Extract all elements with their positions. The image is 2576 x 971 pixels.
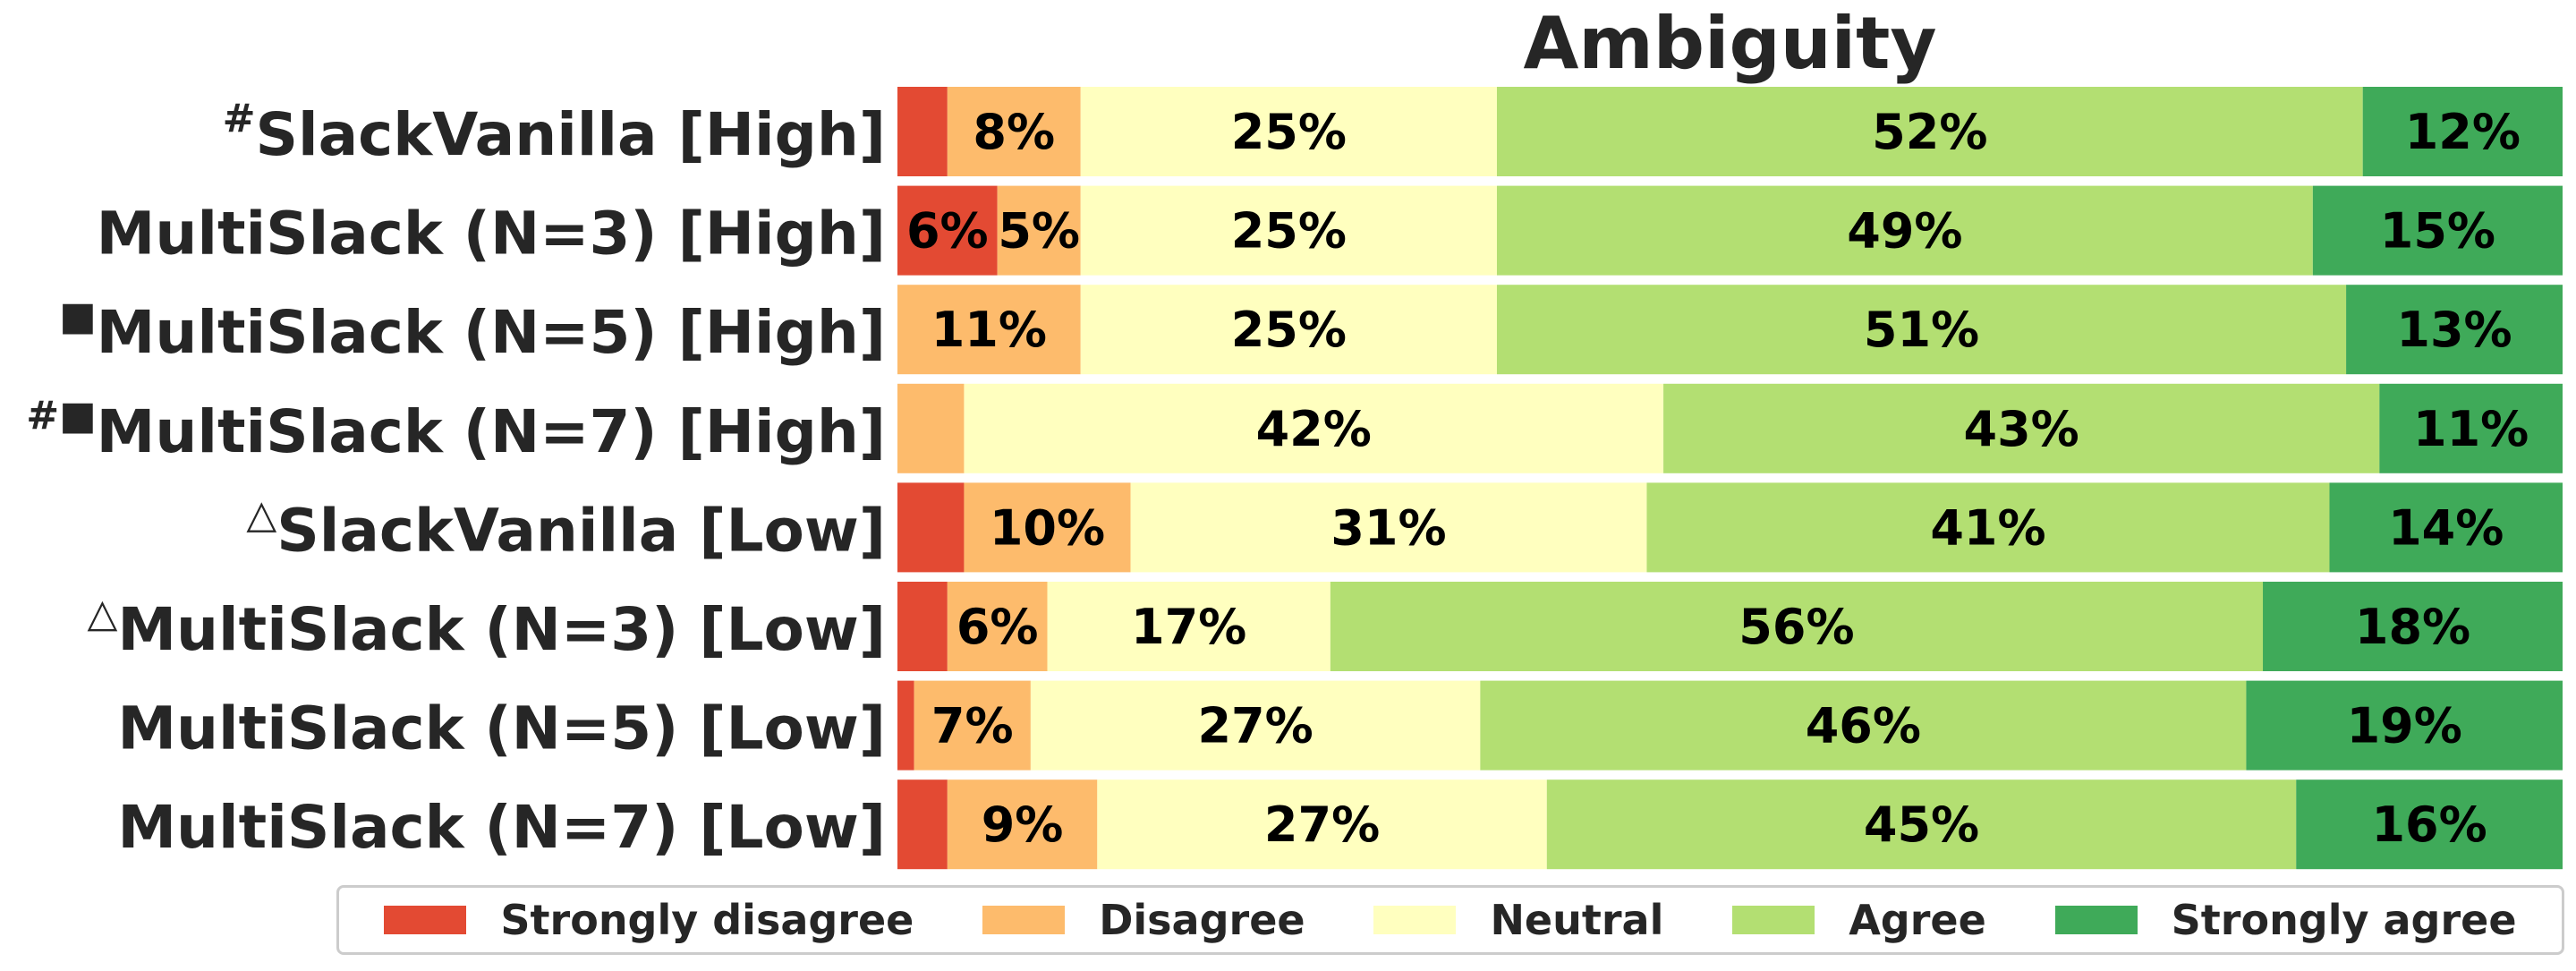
data-label: 25% [1231, 302, 1347, 358]
bar-segment [1496, 185, 2313, 276]
bar-segment [1496, 285, 2347, 375]
legend-label: Strongly disagree [500, 896, 914, 944]
bar-segment [947, 779, 1098, 870]
bar-segment [1030, 680, 1481, 771]
legend-swatch [982, 906, 1066, 934]
legend-swatch [2054, 906, 2138, 934]
legend-swatch [1373, 906, 1457, 934]
bar-segment [897, 680, 914, 771]
data-label: 25% [1231, 104, 1347, 160]
data-label: 10% [990, 499, 1105, 556]
bar-segment [897, 285, 1081, 375]
data-label: 11% [931, 302, 1047, 358]
legend-item: Disagree [982, 896, 1305, 944]
legend-swatch [384, 906, 467, 934]
bar-segment [897, 383, 965, 473]
data-label: 6% [906, 203, 989, 260]
category-label: MultiSlack (N=7) [Low] [117, 793, 886, 862]
bar-segment [2296, 779, 2563, 870]
data-label: 8% [973, 104, 1055, 160]
data-label: 27% [1264, 796, 1380, 853]
data-label: 41% [1930, 499, 2045, 556]
bar-segment [1546, 779, 2297, 870]
bar-segment [897, 482, 965, 573]
chart-title: Ambiguity [1523, 2, 1937, 85]
legend-label: Strongly agree [2171, 896, 2517, 944]
bar-segment [1080, 87, 1497, 176]
bar-segment [914, 680, 1031, 771]
bar-segment [897, 779, 948, 870]
bar-segment [1330, 582, 2264, 671]
bar-segment [1097, 779, 1547, 870]
legend-label: Agree [1849, 896, 1986, 944]
category-label: ■MultiSlack (N=5) [High] [59, 294, 886, 367]
bar-segment [1496, 87, 2363, 176]
data-label: 11% [2413, 401, 2529, 457]
data-label: 6% [956, 599, 1039, 655]
data-label: 15% [2380, 203, 2495, 260]
bar-segment [947, 582, 1048, 671]
legend-item: Neutral [1373, 896, 1663, 944]
data-label: 19% [2347, 698, 2462, 754]
bar-segment [2312, 185, 2563, 276]
data-label: 7% [931, 698, 1014, 754]
bar-segment [897, 582, 948, 671]
data-label: 5% [998, 203, 1080, 260]
bar-segment [897, 87, 948, 176]
data-label: 17% [1131, 599, 1246, 655]
bar-segment [897, 185, 998, 276]
bar-segment [964, 383, 1664, 473]
bar-segment [2329, 482, 2563, 573]
legend-swatch [1732, 906, 1815, 934]
data-label: 42% [1256, 401, 1372, 457]
bar-segment [1080, 285, 1497, 375]
bar-segment [964, 482, 1131, 573]
bar-segment [2362, 87, 2563, 176]
data-label: 14% [2388, 499, 2504, 556]
category-label: △SlackVanilla [Low] [246, 491, 886, 565]
bar-segment [2263, 582, 2563, 671]
legend: Strongly disagree Disagree Neutral Agree Str… [336, 885, 2564, 955]
data-label: 12% [2405, 104, 2521, 160]
data-label: 16% [2371, 796, 2487, 853]
chart-plot: #SlackVanilla [High] 8% 25% 52% 12% MultiSlac… [26, 87, 2563, 870]
data-label: 51% [1864, 302, 1979, 358]
legend-label: Disagree [1099, 896, 1305, 944]
data-label: 56% [1739, 599, 1854, 655]
data-label: 13% [2396, 302, 2512, 358]
data-label: 31% [1331, 499, 1446, 556]
bar-segment [1130, 482, 1647, 573]
category-label: MultiSlack (N=3) [High] [97, 200, 886, 268]
data-label: 25% [1231, 203, 1347, 260]
bar-segment [2246, 680, 2563, 771]
data-label: 43% [1964, 401, 2079, 457]
bar-segment [997, 185, 1081, 276]
bar-segment [1663, 383, 2380, 473]
category-label: △MultiSlack (N=3) [Low] [88, 591, 886, 664]
legend-item: Strongly agree [2054, 896, 2517, 944]
data-label: 52% [1872, 104, 1987, 160]
data-label: 45% [1864, 796, 1979, 853]
data-label: 49% [1847, 203, 1962, 260]
bar-segment [947, 87, 1081, 176]
bar-segment [2379, 383, 2563, 473]
data-label: 46% [1806, 698, 1921, 754]
category-label: #■MultiSlack (N=7) [High] [26, 393, 886, 466]
bar-segment [1047, 582, 1331, 671]
bar-segment [2346, 285, 2563, 375]
data-label: 9% [982, 796, 1064, 853]
legend-label: Neutral [1490, 896, 1664, 944]
category-label: #SlackVanilla [High] [223, 96, 886, 169]
data-label: 27% [1197, 698, 1313, 754]
category-label: MultiSlack (N=5) [Low] [117, 694, 886, 763]
legend-item: Agree [1732, 896, 1986, 944]
bar-segment [1480, 680, 2247, 771]
bar-segment [1080, 185, 1497, 276]
legend-item: Strongly disagree [384, 896, 914, 944]
data-label: 18% [2355, 599, 2470, 655]
bar-segment [1646, 482, 2330, 573]
